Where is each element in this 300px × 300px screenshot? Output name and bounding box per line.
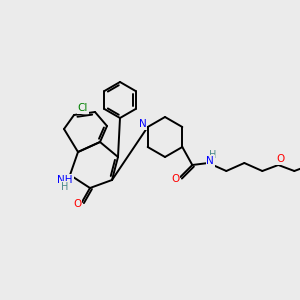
Text: N: N (206, 156, 214, 166)
Text: O: O (276, 154, 284, 164)
Text: N: N (139, 119, 147, 129)
Text: NH: NH (57, 175, 73, 185)
Text: O: O (73, 199, 81, 209)
Text: H: H (61, 182, 69, 192)
Text: Cl: Cl (78, 103, 88, 113)
Text: H: H (208, 150, 216, 160)
Text: O: O (171, 174, 179, 184)
